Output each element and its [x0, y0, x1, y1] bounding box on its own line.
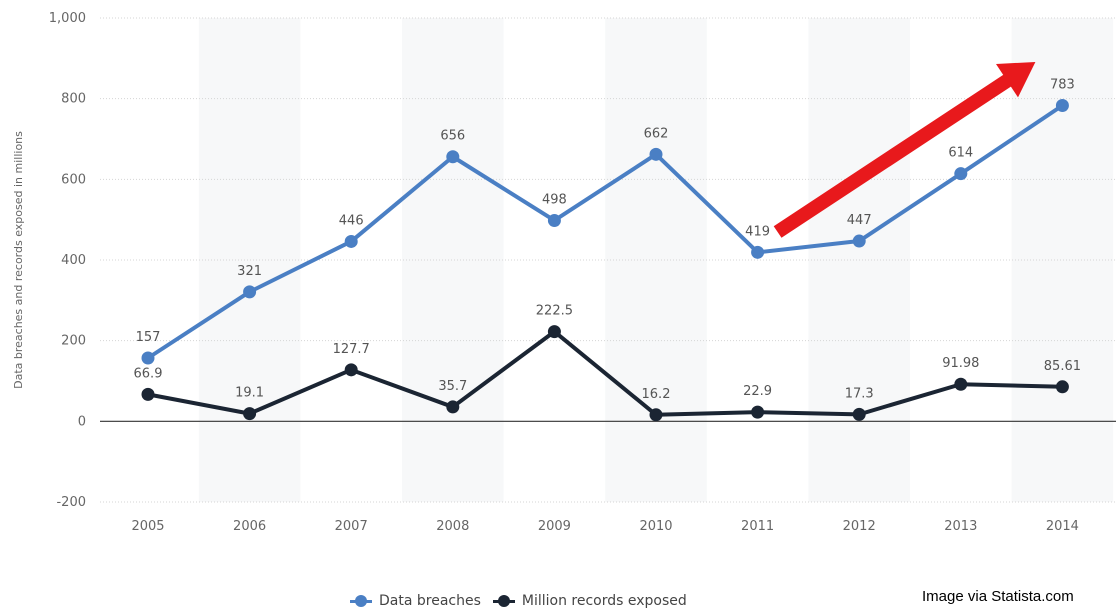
data-point — [141, 387, 155, 401]
legend-swatch-data-breaches — [350, 595, 372, 607]
x-tick-label: 2005 — [131, 519, 164, 534]
y-tick-label: -200 — [56, 495, 86, 510]
data-label: 321 — [237, 264, 262, 279]
plot-band — [402, 18, 504, 502]
legend: Data breaches Million records exposed — [350, 591, 699, 611]
legend-label-records-exposed: Million records exposed — [521, 593, 687, 609]
data-label: 662 — [644, 126, 669, 141]
data-label: 447 — [847, 213, 872, 228]
data-label: 419 — [745, 224, 770, 239]
legend-item-records-exposed[interactable]: Million records exposed — [492, 593, 687, 609]
series-data-breaches: 157 321 446 656 498 662 419 447 614 783 — [136, 78, 1075, 365]
x-tick-label: 2011 — [741, 519, 774, 534]
data-point — [751, 245, 765, 259]
x-tick-label: 2010 — [639, 519, 672, 534]
y-tick-label: 0 — [78, 414, 86, 429]
x-axis: 2005 2006 2007 2008 2009 2010 2011 2012 2013 2014 — [131, 519, 1078, 534]
x-tick-label: 2006 — [233, 519, 266, 534]
data-point — [649, 408, 663, 422]
trend-arrow-shape — [773, 62, 1036, 238]
x-tick-label: 2009 — [538, 519, 571, 534]
data-point — [954, 377, 968, 391]
data-label: 17.3 — [845, 386, 874, 401]
data-point — [547, 213, 561, 227]
data-label: 157 — [136, 330, 161, 345]
series-line — [147, 329, 1063, 417]
y-tick-label: 800 — [61, 92, 86, 107]
data-point — [649, 147, 663, 161]
data-point — [954, 167, 968, 181]
data-point — [547, 325, 561, 339]
data-point — [344, 363, 358, 377]
data-label: 614 — [948, 146, 973, 161]
grid-lines — [100, 17, 1116, 503]
data-label: 446 — [339, 213, 364, 228]
data-label: 91.98 — [942, 356, 979, 371]
data-point — [446, 400, 460, 414]
trend-arrow — [773, 62, 1036, 238]
data-point — [852, 234, 866, 248]
data-label: 127.7 — [333, 342, 370, 357]
data-label: 66.9 — [134, 366, 163, 381]
data-label: 783 — [1050, 78, 1075, 93]
data-point — [1055, 99, 1069, 113]
image-credit: Image via Statista.com — [922, 588, 1074, 605]
data-point — [243, 407, 257, 421]
series-line — [146, 103, 1064, 360]
x-tick-label: 2012 — [843, 519, 876, 534]
data-point — [344, 234, 358, 248]
y-tick-label: 1,000 — [49, 11, 86, 26]
data-label: 19.1 — [235, 386, 264, 401]
y-axis: -200 0 200 400 600 800 1,000 — [49, 11, 86, 510]
series: 157 321 446 656 498 662 419 447 614 783 66.9 19.1 12… — [134, 78, 1081, 422]
y-tick-label: 600 — [61, 172, 86, 187]
x-tick-label: 2007 — [335, 519, 368, 534]
data-point — [243, 285, 257, 299]
data-point — [141, 351, 155, 365]
x-tick-label: 2008 — [436, 519, 469, 534]
y-axis-label: Data breaches and records exposed in mil… — [12, 131, 25, 389]
data-point — [446, 150, 460, 164]
legend-label-data-breaches: Data breaches — [379, 593, 481, 609]
data-label: 222.5 — [536, 304, 573, 319]
series-records-exposed: 66.9 19.1 127.7 35.7 222.5 16.2 22.9 17.3 91.98 8… — [134, 304, 1081, 422]
legend-item-data-breaches[interactable]: Data breaches — [350, 593, 481, 609]
data-point — [1055, 380, 1069, 394]
legend-swatch-records-exposed — [492, 595, 515, 607]
data-point — [852, 407, 866, 421]
y-tick-label: 200 — [61, 334, 86, 349]
x-tick-label: 2013 — [944, 519, 977, 534]
data-label: 656 — [440, 129, 465, 144]
data-label: 498 — [542, 192, 567, 207]
data-label: 22.9 — [743, 384, 772, 399]
data-label: 35.7 — [438, 379, 467, 394]
data-point — [751, 405, 765, 419]
x-tick-label: 2014 — [1046, 519, 1079, 534]
y-tick-label: 400 — [61, 253, 86, 268]
data-label: 85.61 — [1044, 359, 1081, 374]
data-label: 16.2 — [642, 387, 671, 402]
